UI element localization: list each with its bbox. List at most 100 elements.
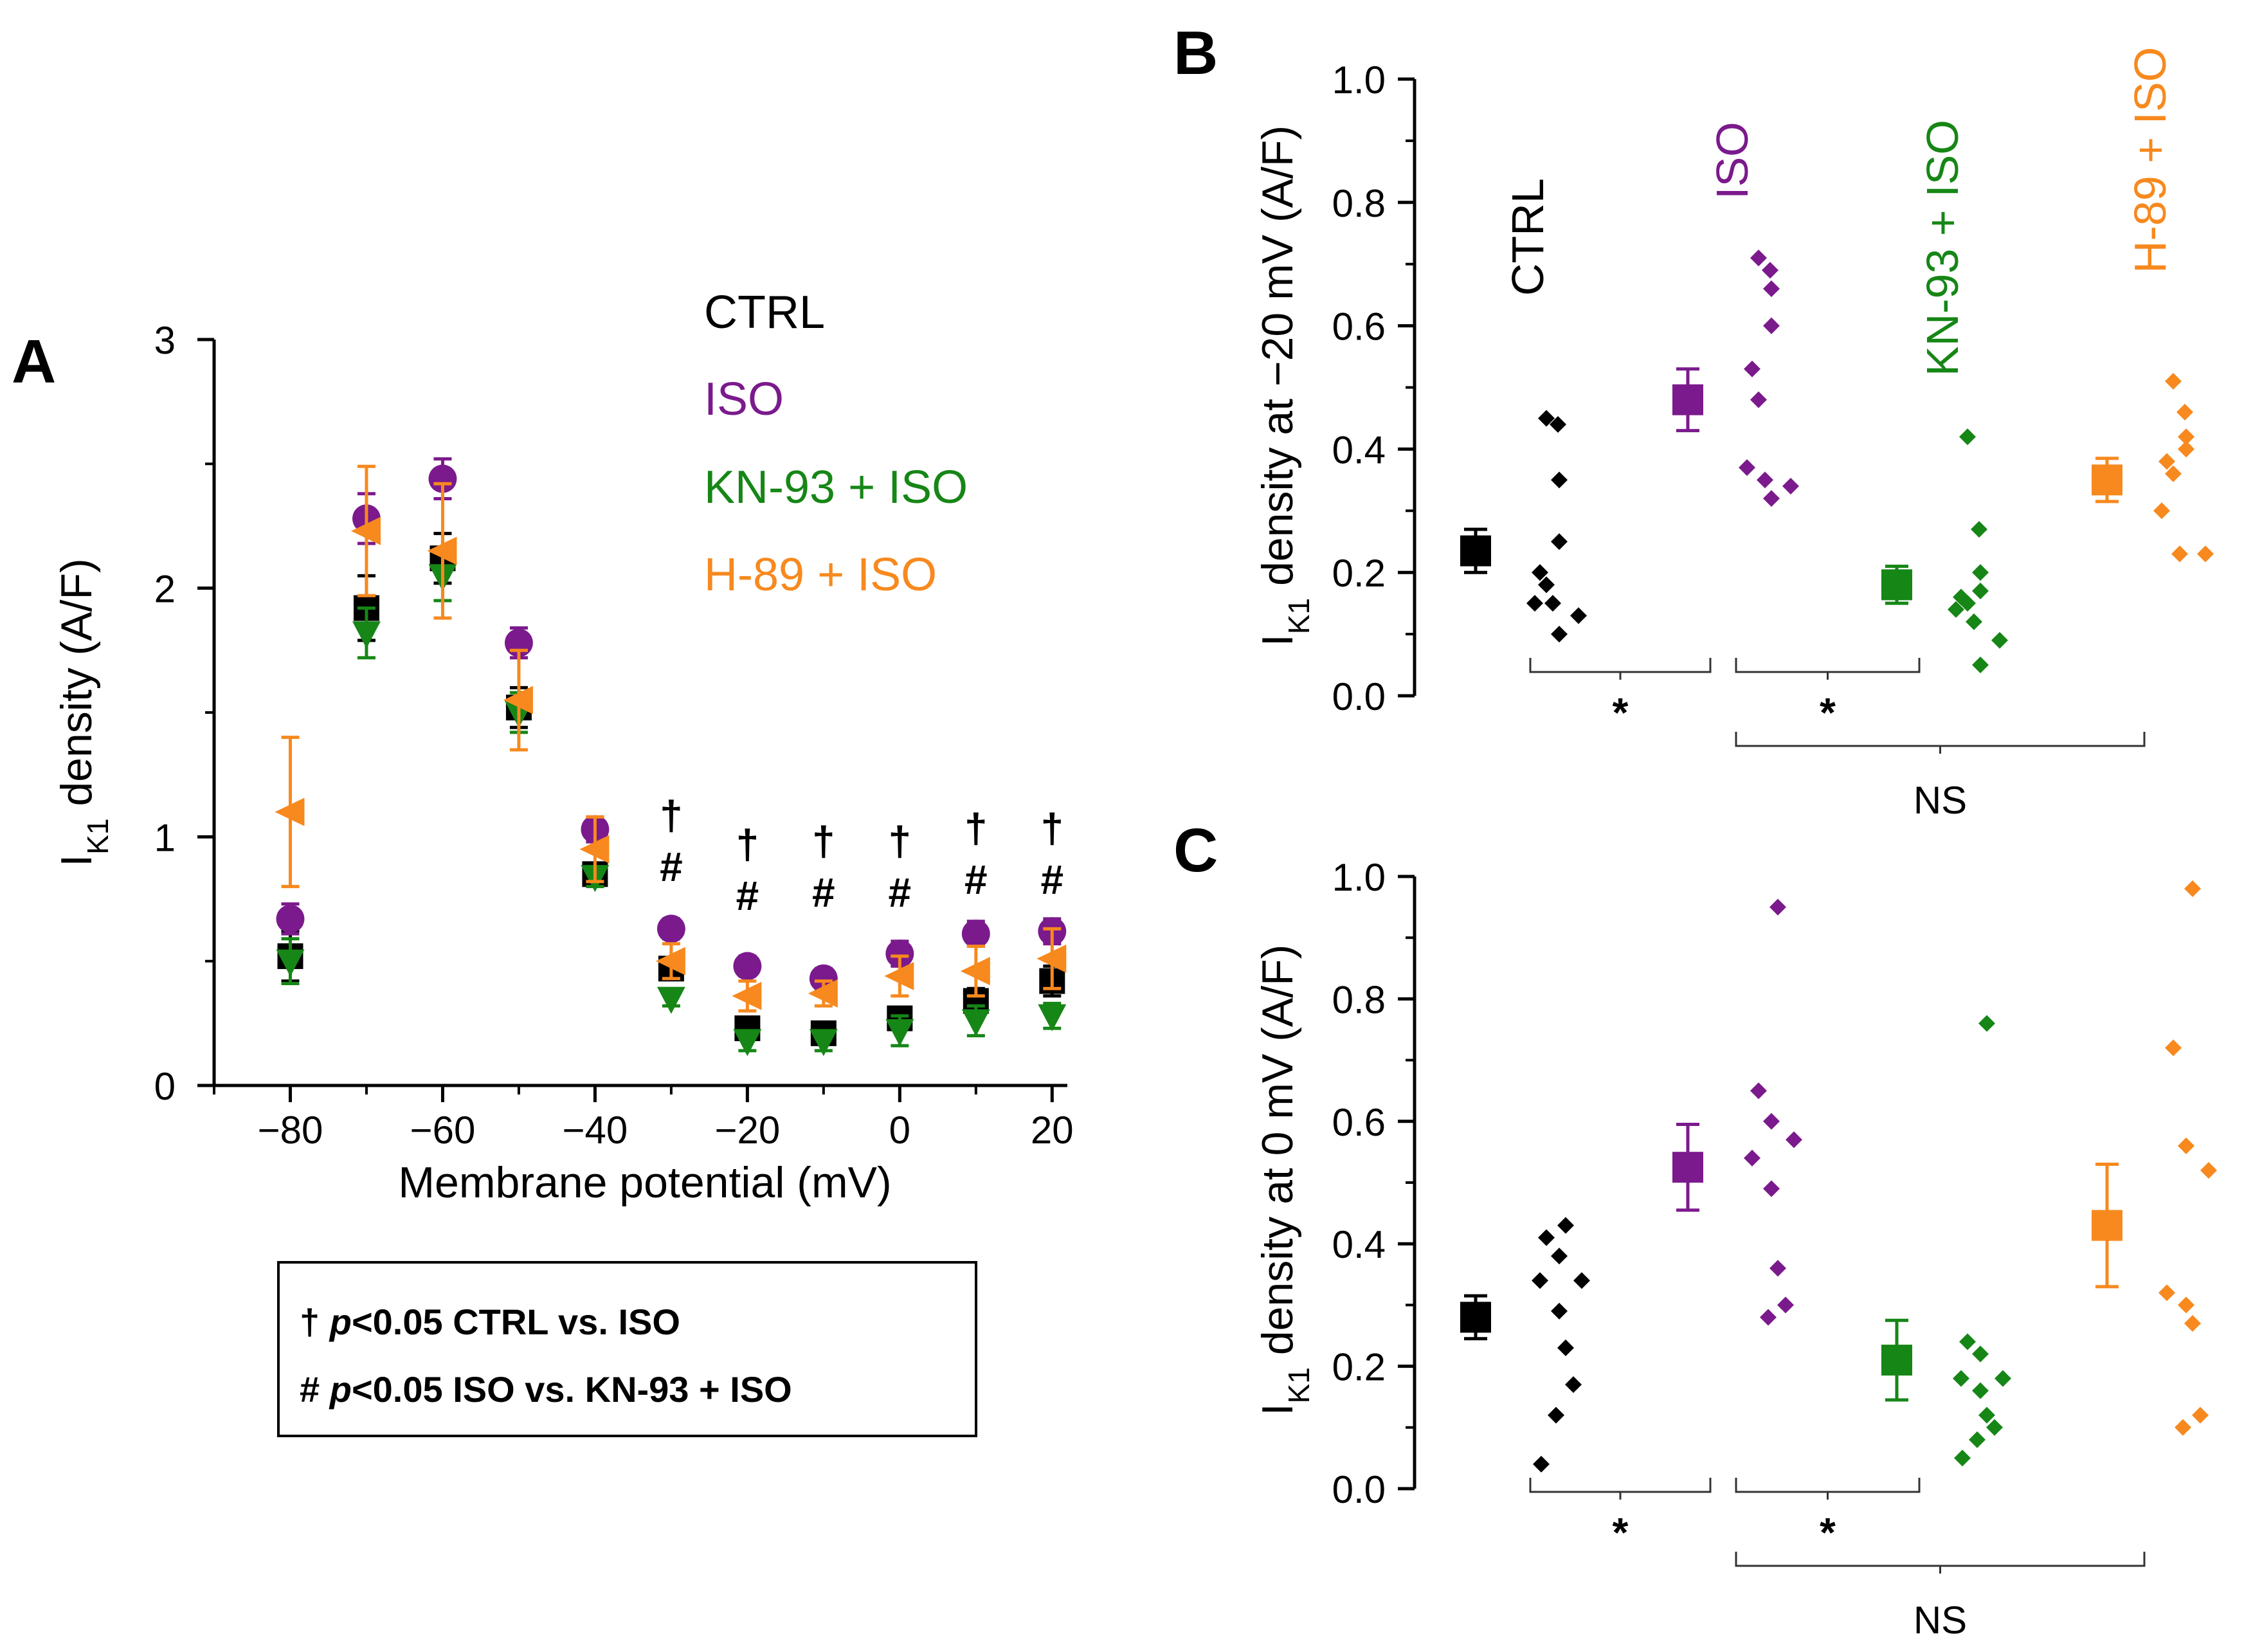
- y-tick-label: 0.8: [1332, 182, 1386, 225]
- individual-point: [1750, 1082, 1767, 1100]
- individual-point: [1538, 1229, 1555, 1246]
- individual-point: [2176, 403, 2193, 421]
- individual-point: [1972, 564, 1989, 581]
- series-h89: [275, 464, 1067, 1013]
- panel-b-label-ctrl: CTRL: [1503, 178, 1553, 296]
- mean-marker: [2092, 464, 2122, 496]
- x-tick-label: −20: [714, 1109, 780, 1152]
- individual-point: [1532, 564, 1548, 581]
- individual-point: [1550, 416, 1566, 433]
- data-point: [809, 1029, 838, 1057]
- mean-marker: [2092, 1210, 2122, 1241]
- x-tick-label: 20: [1031, 1109, 1074, 1152]
- group-kn93: [1881, 428, 2008, 674]
- data-point: [427, 536, 457, 565]
- y-tick-label: 0.6: [1332, 1101, 1386, 1144]
- individual-point: [1786, 1131, 1802, 1148]
- data-point: [1038, 1004, 1067, 1031]
- individual-point: [2192, 1406, 2209, 1424]
- individual-point: [1551, 626, 1568, 643]
- individual-point: [1557, 1339, 1574, 1357]
- data-point: [733, 1029, 762, 1057]
- bracket-label: NS: [1914, 779, 1967, 822]
- individual-point: [2165, 372, 2182, 390]
- individual-point: [2158, 453, 2175, 470]
- individual-point: [1548, 1406, 1564, 1424]
- panel-letter-a: A: [12, 327, 56, 396]
- bracket-label: *: [1820, 1509, 1836, 1556]
- individual-point: [2184, 1314, 2201, 1332]
- individual-point: [1570, 607, 1587, 624]
- group-kn93: [1881, 1015, 2011, 1467]
- individual-point: [1526, 595, 1543, 612]
- panel-b-ticks: 0.0 0.2 0.4 0.6 0.8 1.0: [1332, 59, 1415, 718]
- individual-point: [1763, 490, 1780, 507]
- data-point: [656, 914, 685, 943]
- significance-bracket: [1735, 658, 1921, 673]
- individual-point: [2171, 545, 2188, 563]
- individual-point: [1744, 360, 1760, 377]
- x-tick-label: −40: [563, 1109, 628, 1152]
- group-iso: [1672, 250, 1799, 507]
- individual-point: [1966, 613, 1982, 630]
- y-tick-label: 0.8: [1332, 978, 1386, 1021]
- hash-annotation: #: [889, 869, 912, 916]
- y-tick-label: 0.4: [1332, 428, 1386, 471]
- legend-entry-kn93: KN-93 + ISO: [704, 462, 968, 513]
- group-h89: [2092, 880, 2217, 1436]
- individual-point: [1972, 657, 1989, 674]
- panel-a-significance-annotations: † # † # † # † # † # † #: [660, 792, 1063, 919]
- individual-point: [1953, 1370, 1969, 1387]
- individual-point: [1948, 601, 1964, 618]
- individual-point: [1750, 250, 1767, 267]
- significance-bracket: [1735, 732, 2146, 747]
- data-point: [656, 986, 685, 1014]
- hash-annotation: #: [736, 873, 759, 919]
- individual-point: [2165, 1039, 2182, 1057]
- panel-b-marks: [1460, 250, 2214, 674]
- individual-point: [1978, 1406, 1995, 1424]
- data-point: [428, 464, 457, 493]
- dagger-annotation: †: [889, 818, 912, 864]
- panel-a: −80 −60 −40 −20 0 20 0 1 2 3 Membrane potential (…: [52, 319, 1074, 1207]
- panel-b-label-iso: ISO: [1707, 122, 1757, 199]
- panel-b-label-h89: H-89 + ISO: [2125, 47, 2175, 273]
- y-tick-label: 0.4: [1332, 1223, 1386, 1266]
- panel-c-brackets: * * NS: [1529, 1478, 2146, 1642]
- group-iso: [1672, 898, 1802, 1326]
- panel-letter-c: C: [1173, 816, 1218, 885]
- individual-point: [1551, 1248, 1568, 1265]
- note-line-2: # p<0.05 ISO vs. KN-93 + ISO: [300, 1369, 792, 1410]
- legend-entry-iso: ISO: [704, 374, 784, 425]
- panel-b-brackets: * * NS: [1529, 658, 2146, 822]
- individual-point: [2158, 1284, 2175, 1302]
- significance-bracket: [1735, 1478, 1921, 1493]
- significance-bracket: [1529, 658, 1712, 673]
- individual-point: [1763, 1180, 1780, 1197]
- individual-point: [1750, 391, 1767, 408]
- data-point: [808, 979, 838, 1008]
- individual-point: [1986, 1419, 2003, 1436]
- data-point: [276, 904, 305, 933]
- individual-point: [1969, 1431, 1986, 1448]
- individual-point: [1971, 521, 1987, 538]
- individual-point: [1762, 262, 1778, 279]
- individual-point: [2175, 1419, 2191, 1436]
- data-point: [275, 797, 305, 826]
- bracket-label: *: [1613, 1509, 1629, 1556]
- y-tick-label: 2: [154, 568, 176, 611]
- significance-bracket: [1735, 1552, 2146, 1567]
- individual-point: [1959, 1333, 1976, 1350]
- individual-point: [1763, 317, 1780, 334]
- note-border: [277, 1261, 977, 1437]
- individual-point: [1763, 1112, 1780, 1130]
- x-tick-label: −60: [410, 1109, 476, 1152]
- y-tick-label: 0.6: [1332, 305, 1386, 349]
- individual-point: [2197, 545, 2214, 563]
- individual-point: [1991, 631, 2008, 649]
- individual-point: [1972, 1345, 1989, 1363]
- data-point: [960, 957, 990, 986]
- data-point: [885, 1019, 914, 1046]
- individual-point: [1769, 1260, 1786, 1277]
